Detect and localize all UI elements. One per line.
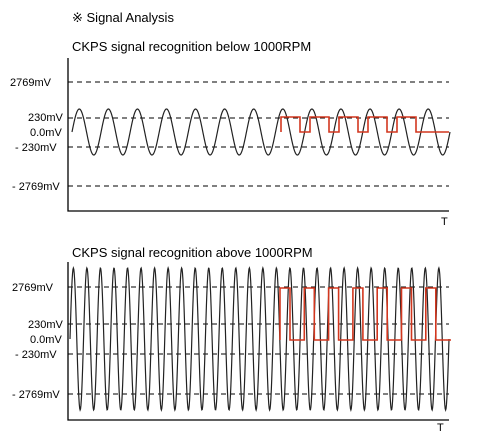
chart2-recognized-signal	[279, 287, 451, 341]
chart1-ylabel-2769: 2769mV	[10, 77, 52, 89]
chart2: 2769mV 230mV 0.0mV - 230mV - 2769mV T	[12, 262, 451, 434]
chart1-ylabel-230: 230mV	[28, 112, 64, 124]
chart1-ylabel-neg230: - 230mV	[15, 142, 57, 154]
chart1-sine-wave	[71, 108, 451, 156]
chart2-ylabel-neg2769: - 2769mV	[12, 389, 60, 401]
chart1-recognized-signal	[280, 116, 449, 133]
chart1-ylabel-neg2769: - 2769mV	[12, 181, 60, 193]
chart2-ylabel-0: 0.0mV	[30, 334, 62, 346]
chart2-axes	[67, 262, 449, 421]
chart2-ylabel-neg230: - 230mV	[15, 349, 57, 361]
chart1: 2769mV 230mV 0.0mV - 230mV - 2769mV T	[10, 58, 451, 228]
page-title: ※ Signal Analysis	[72, 10, 174, 25]
chart1-ylabel-0: 0.0mV	[30, 127, 62, 139]
chart2-sine-wave	[69, 265, 450, 413]
chart1-xlabel: T	[441, 216, 448, 228]
chart2-subtitle: CKPS signal recognition above 1000RPM	[72, 245, 313, 260]
chart1-subtitle: CKPS signal recognition below 1000RPM	[72, 39, 312, 54]
chart1-axes	[67, 58, 449, 212]
chart2-ylabel-230: 230mV	[28, 319, 64, 331]
chart2-xlabel: T	[437, 422, 444, 434]
chart2-ylabel-2769: 2769mV	[12, 282, 54, 294]
